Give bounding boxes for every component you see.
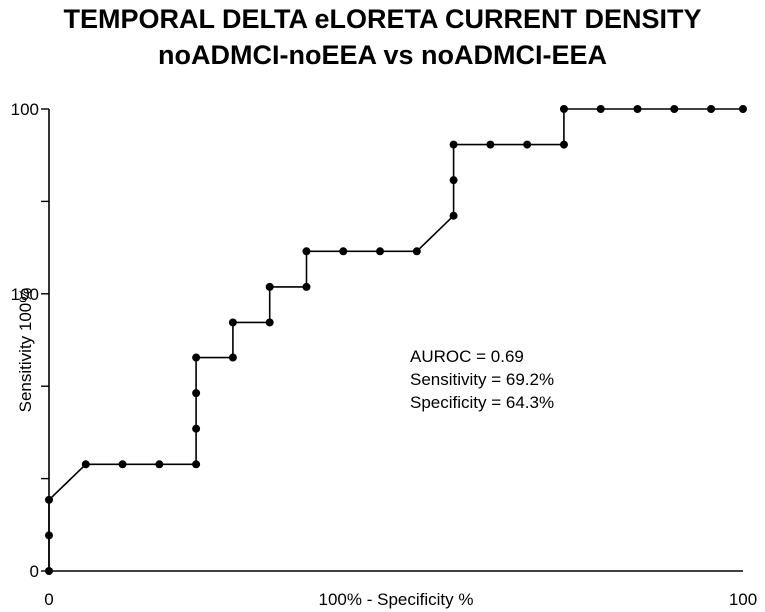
specificity-text: Specificity = 64.3% [410, 393, 555, 412]
y-tick-labels: 0 100 100 [11, 100, 39, 581]
roc-point-30 [739, 105, 747, 113]
x-tick-label-0: 0 [44, 590, 53, 609]
roc-point-18 [412, 247, 421, 256]
roc-point-2 [45, 495, 53, 504]
roc-point-3 [81, 460, 90, 469]
roc-point-22 [486, 140, 495, 149]
roc-point-4 [118, 460, 127, 469]
roc-point-12 [265, 318, 274, 327]
roc-point-28 [670, 105, 679, 113]
stats-annotation: AUROC = 0.69 Sensitivity = 69.2% Specifi… [410, 345, 554, 414]
roc-point-20 [449, 176, 458, 185]
roc-point-29 [707, 105, 716, 113]
roc-point-15 [302, 247, 311, 256]
roc-point-8 [192, 389, 201, 398]
roc-point-26 [596, 105, 605, 113]
roc-point-9 [192, 353, 201, 362]
roc-point-16 [339, 247, 348, 256]
roc-point-19 [449, 211, 458, 220]
roc-point-14 [302, 282, 311, 291]
y-tick-label-2: 100 [11, 100, 39, 119]
roc-point-23 [523, 140, 532, 149]
roc-point-21 [449, 140, 458, 149]
roc-point-25 [559, 105, 568, 113]
chart-title-line-2: noADMCI-noEEA vs noADMCI-EEA [158, 40, 607, 70]
roc-point-6 [192, 460, 201, 469]
y-tick-label-0: 0 [30, 562, 39, 581]
sensitivity-text: Sensitivity = 69.2% [410, 370, 555, 389]
x-tick-label-100: 100 [729, 590, 757, 609]
roc-point-27 [633, 105, 642, 113]
axes [48, 109, 743, 572]
roc-point-11 [228, 318, 237, 327]
roc-point-7 [192, 424, 201, 433]
x-axis-label: 100% - Specificity % [319, 590, 474, 609]
roc-point-10 [228, 353, 237, 362]
y-axis-label: Sensitivity 100% [16, 288, 35, 413]
roc-points [45, 105, 747, 575]
roc-point-17 [376, 247, 385, 256]
roc-point-0 [45, 567, 53, 575]
roc-curve-line [48, 108, 743, 571]
chart-title-line-1: TEMPORAL DELTA eLORETA CURRENT DENSITY [63, 4, 702, 34]
roc-point-13 [265, 282, 274, 291]
auroc-text: AUROC = 0.69 [410, 347, 524, 366]
roc-point-5 [155, 460, 164, 469]
roc-point-1 [45, 531, 53, 540]
roc-point-24 [559, 140, 568, 149]
y-tick-label-1: 100 [11, 285, 39, 304]
